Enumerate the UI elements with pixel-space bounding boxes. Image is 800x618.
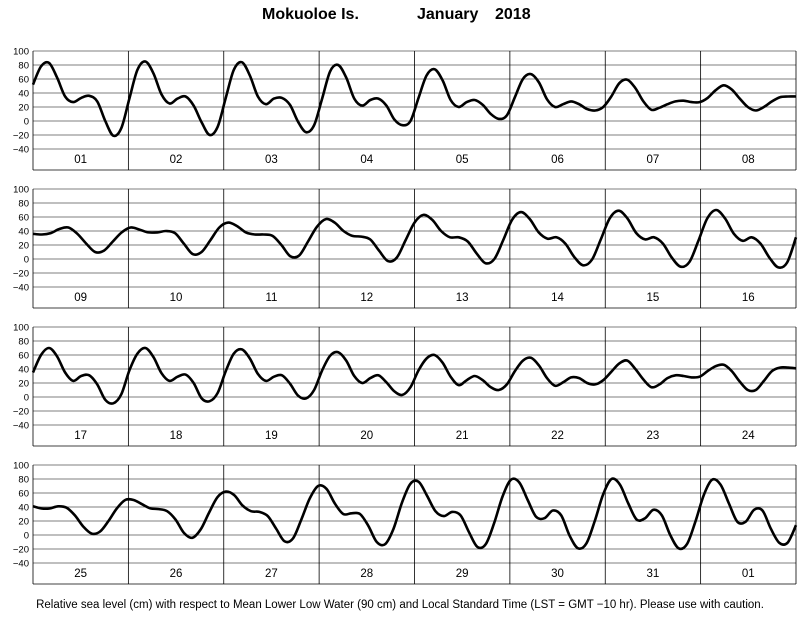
day-label: 21 (456, 430, 469, 442)
y-tick-label: 80 (18, 336, 29, 347)
day-label: 12 (360, 292, 373, 304)
day-label: 29 (456, 568, 469, 580)
y-tick-label: −20 (13, 268, 29, 279)
y-tick-label: 40 (18, 502, 29, 513)
day-label: 16 (742, 292, 755, 304)
y-tick-label: 60 (18, 212, 29, 223)
y-tick-label: 20 (18, 240, 29, 251)
chart-title-month: January (417, 6, 479, 23)
day-label: 22 (551, 430, 564, 442)
y-tick-label: 20 (18, 102, 29, 113)
tide-curve-line (31, 60, 797, 138)
day-label: 14 (551, 292, 564, 304)
y-tick-label: −40 (13, 420, 29, 431)
y-tick-label: 60 (18, 350, 29, 361)
y-tick-label: 100 (13, 322, 29, 333)
chart-title-station: Mokuoloe Is. (262, 6, 359, 23)
day-label: 31 (647, 568, 660, 580)
y-tick-label: −20 (13, 544, 29, 555)
day-label: 01 (74, 154, 87, 166)
day-label: 13 (456, 292, 469, 304)
day-label: 06 (551, 154, 564, 166)
y-tick-label: −40 (13, 282, 29, 293)
y-tick-label: −20 (13, 130, 29, 141)
day-label: 11 (265, 292, 277, 304)
y-tick-label: 80 (18, 474, 29, 485)
day-label: 04 (360, 154, 373, 166)
day-label: 07 (647, 154, 660, 166)
y-tick-label: 40 (18, 364, 29, 375)
day-label: 30 (551, 568, 564, 580)
y-tick-label: 100 (13, 460, 29, 471)
y-tick-label: −40 (13, 144, 29, 155)
day-label: 15 (647, 292, 660, 304)
chart-title-year: 2018 (495, 6, 531, 23)
day-label: 26 (170, 568, 183, 580)
y-tick-label: 100 (13, 46, 29, 57)
chart-footnote: Relative sea level (cm) with respect to … (36, 599, 764, 611)
y-tick-label: 100 (13, 184, 29, 195)
day-label: 10 (170, 292, 183, 304)
day-label: 02 (170, 154, 183, 166)
y-tick-label: 0 (24, 116, 29, 127)
y-tick-label: 80 (18, 60, 29, 71)
y-tick-label: 20 (18, 378, 29, 389)
day-label: 18 (170, 430, 183, 442)
day-label: 03 (265, 154, 278, 166)
day-label: 28 (360, 568, 373, 580)
y-tick-label: 60 (18, 74, 29, 85)
y-tick-label: 80 (18, 198, 29, 209)
y-tick-label: 20 (18, 516, 29, 527)
y-tick-label: 0 (24, 392, 29, 403)
y-tick-label: −40 (13, 558, 29, 569)
y-tick-label: −20 (13, 406, 29, 417)
y-tick-label: 40 (18, 226, 29, 237)
y-tick-label: 40 (18, 88, 29, 99)
day-label: 01 (742, 568, 755, 580)
day-label: 20 (360, 430, 373, 442)
tide-curve-line (31, 346, 797, 405)
day-label: 25 (74, 568, 87, 580)
y-tick-label: 60 (18, 488, 29, 499)
day-label: 05 (456, 154, 469, 166)
day-label: 19 (265, 430, 278, 442)
day-label: 09 (74, 292, 87, 304)
day-label: 08 (742, 154, 755, 166)
tide-curve-line (32, 208, 798, 269)
tide-curve-line (32, 477, 798, 551)
day-label: 24 (742, 430, 755, 442)
y-tick-label: 0 (24, 254, 29, 265)
day-label: 27 (265, 568, 278, 580)
day-label: 23 (647, 430, 660, 442)
y-tick-label: 0 (24, 530, 29, 541)
day-label: 17 (74, 430, 87, 442)
